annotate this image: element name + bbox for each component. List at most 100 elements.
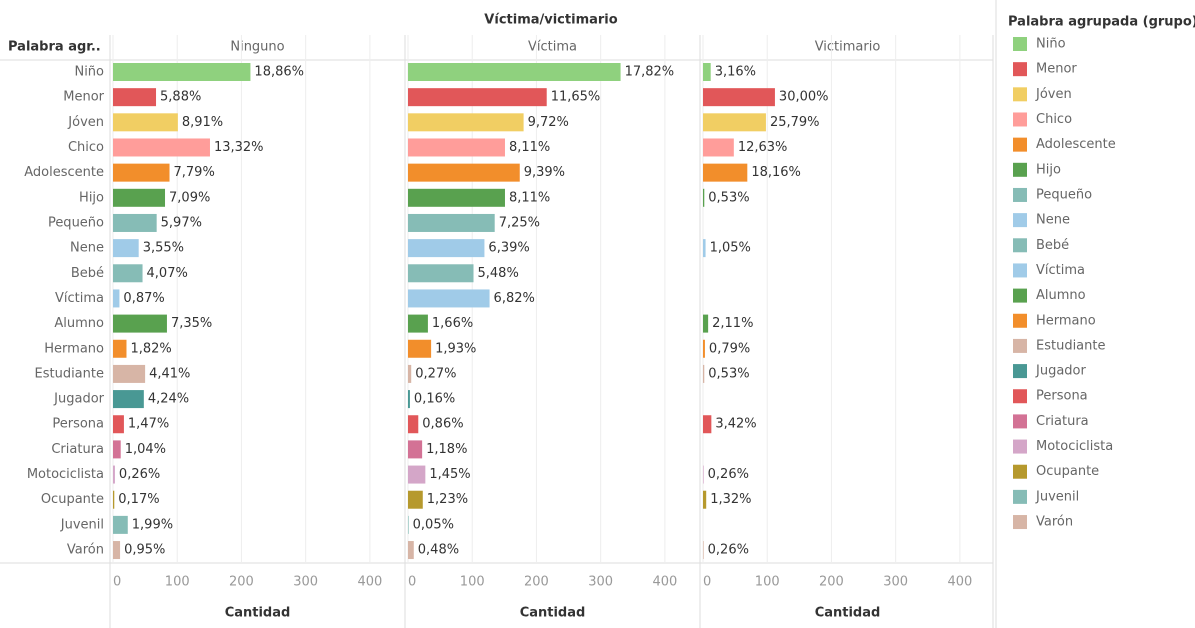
bar-label: 1,05%	[710, 241, 751, 256]
bar	[408, 515, 409, 534]
bar-label: 4,24%	[148, 392, 189, 407]
legend-swatch	[1013, 489, 1027, 504]
chart-title: Víctima/victimario	[484, 13, 617, 28]
x-tick-label: 400	[947, 575, 972, 590]
bar-label: 0,17%	[118, 492, 159, 507]
legend-label: Menor	[1036, 62, 1077, 77]
bar	[703, 314, 709, 333]
x-tick-label: 0	[408, 575, 416, 590]
bar-label: 1,66%	[432, 316, 473, 331]
bar-label: 1,04%	[125, 442, 166, 457]
bar	[113, 364, 146, 383]
legend-swatch	[1013, 162, 1027, 177]
row-label: Niño	[74, 65, 104, 80]
row-label: Juvenil	[60, 517, 104, 532]
x-tick-label: 300	[293, 575, 318, 590]
x-tick-label: 200	[819, 575, 844, 590]
row-label: Jóven	[67, 115, 104, 130]
bar	[113, 88, 157, 107]
row-label: Motociclista	[27, 467, 104, 482]
bar	[113, 390, 144, 409]
bar	[113, 138, 210, 157]
bar	[408, 440, 423, 459]
bar	[703, 63, 711, 81]
legend-label: Persona	[1036, 389, 1088, 404]
legend-label: Estudiante	[1036, 338, 1106, 353]
x-tick-label: 200	[524, 575, 549, 590]
bar	[703, 113, 766, 132]
bar-label: 1,45%	[429, 467, 470, 482]
bar-label: 3,16%	[715, 65, 756, 80]
panel-header: Víctima	[528, 40, 577, 55]
legend-label: Ocupante	[1036, 464, 1099, 479]
bar	[408, 239, 485, 258]
bar-label: 1,47%	[128, 417, 169, 432]
bar	[113, 541, 121, 560]
legend-swatch	[1013, 439, 1027, 454]
bar-label: 4,07%	[147, 266, 188, 281]
bar-label: 0,05%	[413, 517, 454, 532]
legend-label: Bebé	[1036, 238, 1069, 253]
bar-label: 3,55%	[143, 241, 184, 256]
bar-label: 1,18%	[426, 442, 467, 457]
bar	[408, 465, 426, 484]
bar-label: 3,42%	[715, 417, 756, 432]
bar-label: 9,72%	[528, 115, 569, 130]
row-label: Criatura	[51, 442, 104, 457]
bar-label: 11,65%	[551, 90, 601, 105]
x-tick-label: 100	[165, 575, 190, 590]
bar	[113, 465, 115, 484]
x-tick-label: 400	[357, 575, 382, 590]
bar	[703, 490, 707, 509]
x-tick-label: 400	[652, 575, 677, 590]
bar	[113, 415, 124, 434]
legend-label: Juvenil	[1035, 489, 1079, 504]
bar	[408, 390, 410, 409]
bar	[113, 515, 128, 534]
bar	[703, 415, 712, 434]
x-axis-title: Cantidad	[225, 606, 291, 621]
bar	[703, 138, 734, 157]
bar-label: 7,35%	[171, 316, 212, 331]
row-header: Palabra agr..	[8, 40, 101, 55]
bar-label: 5,88%	[160, 90, 201, 105]
bar-label: 5,97%	[161, 215, 202, 230]
x-axis-title: Cantidad	[815, 606, 881, 621]
bar	[703, 339, 705, 358]
bar	[408, 264, 474, 283]
bar-label: 9,39%	[524, 165, 565, 180]
bar	[408, 163, 520, 182]
x-tick-label: 100	[755, 575, 780, 590]
legend-swatch	[1013, 364, 1027, 379]
legend-swatch	[1013, 238, 1027, 253]
bar	[408, 188, 505, 207]
legend-swatch	[1013, 464, 1027, 479]
bar-label: 1,23%	[427, 492, 468, 507]
legend-swatch	[1013, 313, 1027, 328]
legend-label: Jóven	[1035, 87, 1072, 102]
x-tick-label: 300	[588, 575, 613, 590]
bar-label: 18,16%	[751, 165, 801, 180]
legend-label: Niño	[1036, 37, 1066, 52]
legend-label: Criatura	[1036, 414, 1089, 429]
bar-label: 1,32%	[710, 492, 751, 507]
row-label: Menor	[63, 90, 104, 105]
bar-label: 12,63%	[738, 140, 788, 155]
legend-swatch	[1013, 288, 1027, 303]
bar	[408, 415, 419, 434]
bar	[113, 339, 127, 358]
bar	[408, 541, 414, 560]
legend-swatch	[1013, 137, 1027, 152]
bar	[113, 490, 115, 509]
bar	[703, 239, 706, 258]
bar	[703, 188, 705, 207]
legend-label: Alumno	[1036, 288, 1086, 303]
row-label: Alumno	[54, 316, 104, 331]
bar	[113, 163, 170, 182]
bar	[408, 314, 428, 333]
bar	[113, 188, 166, 207]
bar-label: 0,86%	[422, 417, 463, 432]
row-label: Pequeño	[48, 215, 104, 230]
bar	[408, 490, 423, 509]
bar	[703, 163, 748, 182]
